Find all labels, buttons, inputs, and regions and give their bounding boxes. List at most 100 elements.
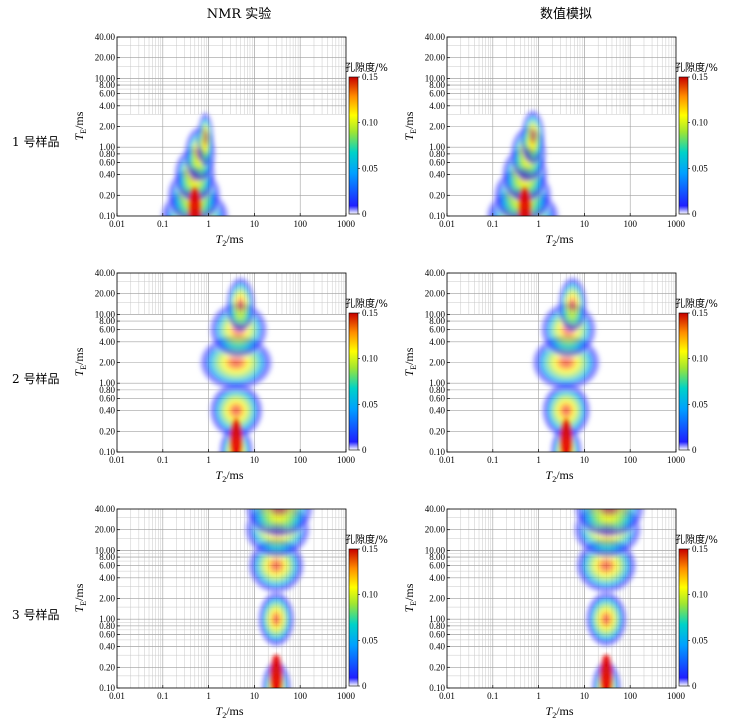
colorbar-title: 孔隙度/%	[675, 297, 718, 310]
colorbar-title: 孔隙度/%	[345, 297, 388, 310]
peak-core	[599, 654, 613, 688]
peak-core	[229, 418, 243, 452]
peak-core	[188, 186, 202, 216]
y-tick-label: 0.80	[99, 149, 115, 159]
colorbar-tick-label: 0.05	[362, 163, 378, 173]
y-tick-label: 0.40	[99, 406, 115, 416]
x-tick-label: 10	[250, 691, 260, 701]
y-tick-label: 2.00	[429, 358, 445, 368]
y-tick-label: 2.00	[99, 358, 115, 368]
colorbar-title: 孔隙度/%	[675, 61, 718, 74]
row-label-sample-3: 3 号样品	[12, 607, 59, 622]
x-tick-label: 10	[250, 455, 260, 465]
colorbar-tick-label: 0	[692, 681, 697, 691]
x-tick-label: 0.1	[157, 455, 168, 465]
x-tick-label: 0.01	[109, 455, 125, 465]
y-tick-label: 1.00	[429, 378, 445, 388]
heat-distribution	[530, 275, 602, 452]
x-tick-label: 0.01	[439, 219, 455, 229]
y-tick-label: 20.00	[425, 53, 446, 63]
y-tick-label: 4.00	[429, 101, 445, 111]
colorbar-tick-label: 0.10	[362, 590, 378, 600]
y-tick-label: 40.00	[425, 32, 446, 42]
colorbar-tick-label: 0.10	[692, 354, 708, 364]
colorbar-tick-label: 0.10	[692, 118, 708, 128]
colorbar-tick-label: 0.15	[692, 308, 708, 318]
y-tick-label: 0.10	[429, 211, 445, 221]
x-axis-label: T2/ms	[546, 704, 574, 720]
x-tick-label: 100	[293, 455, 307, 465]
peak-core	[269, 654, 283, 688]
x-tick-label: 0.01	[109, 219, 125, 229]
column-title-simulation: 数值模拟	[540, 6, 592, 22]
row-label-sample-2: 2 号样品	[12, 371, 59, 386]
y-tick-label: 0.10	[99, 447, 115, 457]
x-tick-label: 1000	[667, 455, 686, 465]
y-tick-label: 4.00	[99, 573, 115, 583]
x-axis-label: T2/ms	[216, 232, 244, 248]
y-tick-label: 0.10	[429, 683, 445, 693]
y-tick-label: 20.00	[425, 289, 446, 299]
x-tick-label: 0.1	[157, 691, 168, 701]
heat-distribution	[243, 509, 315, 688]
x-tick-label: 1	[206, 219, 211, 229]
y-tick-label: 0.40	[429, 406, 445, 416]
y-tick-label: 0.10	[429, 447, 445, 457]
y-tick-label: 1.00	[99, 378, 115, 388]
heatmap-panel-3-nmr: 0.01 0.1 1 10 100 1000 0.10 0.20 0.40 0.600.801.0…	[72, 504, 388, 720]
x-tick-label: 0.01	[439, 455, 455, 465]
colorbar-tick-label: 0	[362, 445, 367, 455]
y-tick-label: 8.00	[99, 80, 115, 90]
colorbar-title: 孔隙度/%	[675, 533, 718, 546]
heatmap-panel-1-simulation: 0.01 0.1 1 10 100 1000 0.10 0.20 0.40 0.600.801.0…	[402, 32, 718, 248]
colorbar-tick-label: 0	[692, 209, 697, 219]
y-tick-label: 8.00	[429, 80, 445, 90]
grid-lines	[447, 37, 676, 216]
y-tick-label: 0.10	[99, 211, 115, 221]
colorbar-tick-label: 0.05	[692, 399, 708, 409]
column-title-nmr: NMR 实验	[207, 6, 272, 22]
colorbar-tick-label: 0.15	[692, 544, 708, 554]
colorbar-tick-label: 0.05	[362, 399, 378, 409]
y-tick-label: 8.00	[99, 316, 115, 326]
colorbar-gradient	[348, 312, 359, 451]
x-tick-label: 0.01	[109, 691, 125, 701]
y-tick-label: 10.00	[95, 545, 116, 555]
colorbar-tick-label: 0.05	[692, 163, 708, 173]
y-tick-label: 4.00	[99, 337, 115, 347]
x-tick-label: 0.1	[157, 219, 168, 229]
y-tick-label: 6.00	[99, 561, 115, 571]
y-tick-label: 40.00	[425, 268, 446, 278]
y-axis-label: TE/ms	[402, 111, 418, 140]
colorbar: 孔隙度/% 0 0.05 0.10 0.15	[675, 297, 718, 455]
x-tick-label: 1000	[337, 219, 356, 229]
colorbar-tick-label: 0	[362, 209, 367, 219]
x-tick-label: 100	[623, 219, 637, 229]
y-tick-label: 0.80	[429, 621, 445, 631]
x-tick-label: 1000	[667, 219, 686, 229]
x-tick-label: 10	[250, 219, 260, 229]
y-tick-label: 4.00	[429, 337, 445, 347]
colorbar-tick-label: 0.05	[692, 635, 708, 645]
y-tick-label: 2.00	[429, 594, 445, 604]
colorbar: 孔隙度/% 0 0.05 0.10 0.15	[345, 533, 388, 691]
y-tick-label: 0.60	[429, 393, 445, 403]
colorbar: 孔隙度/% 0 0.05 0.10 0.15	[345, 297, 388, 455]
y-tick-label: 0.60	[99, 629, 115, 639]
heat-distribution	[198, 275, 274, 452]
y-tick-label: 2.00	[429, 122, 445, 132]
y-tick-label: 40.00	[95, 32, 116, 42]
y-tick-label: 20.00	[95, 53, 116, 63]
colorbar-gradient	[678, 548, 689, 687]
y-axis-label: TE/ms	[402, 583, 418, 612]
colorbar: 孔隙度/% 0 0.05 0.10 0.15	[675, 533, 718, 691]
peak-core	[559, 418, 573, 452]
x-tick-label: 1	[206, 455, 211, 465]
y-tick-label: 6.00	[429, 325, 445, 335]
y-tick-label: 0.20	[99, 190, 115, 200]
y-tick-label: 0.60	[429, 629, 445, 639]
x-tick-label: 1	[536, 691, 541, 701]
x-tick-label: 100	[623, 455, 637, 465]
colorbar: 孔隙度/% 0 0.05 0.10 0.15	[345, 61, 388, 219]
y-tick-label: 0.80	[429, 149, 445, 159]
